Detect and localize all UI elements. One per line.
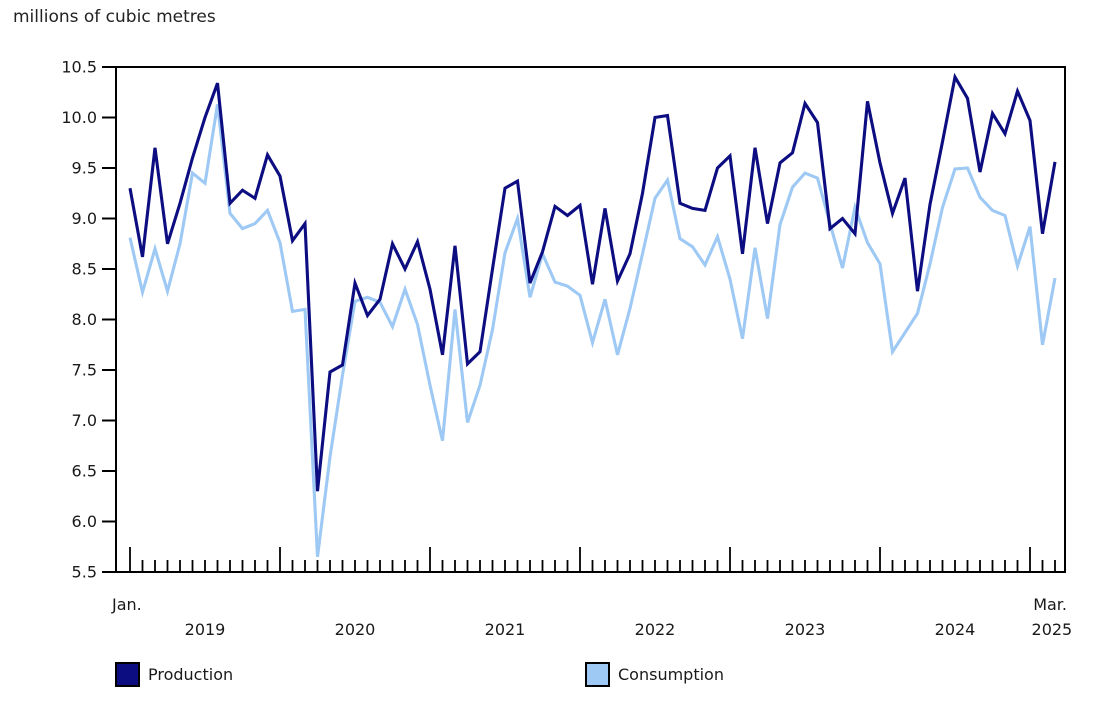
x-year-label-2022: 2022 xyxy=(634,620,676,639)
x-year-label-2019: 2019 xyxy=(184,620,226,639)
y-tick-label: 6.0 xyxy=(72,512,97,531)
x-year-label-2023: 2023 xyxy=(784,620,826,639)
consumption-legend-label: Consumption xyxy=(618,665,724,684)
y-tick-label: 10.0 xyxy=(61,108,97,127)
x-year-label-2024: 2024 xyxy=(934,620,976,639)
y-tick-label: 9.0 xyxy=(72,209,97,228)
consumption-legend-swatch xyxy=(585,662,610,687)
plot-area: 10.5 10.0 9.5 9.0 8.5 8.0 7.5 7.0 6.5 6.0 5.5 xyxy=(61,58,1066,582)
plot-frame xyxy=(115,66,1066,573)
x-axis-first-tick-label: Jan. xyxy=(112,595,142,614)
x-year-label-2020: 2020 xyxy=(334,620,376,639)
y-tick-label: 8.0 xyxy=(72,310,97,329)
y-tick-label: 7.0 xyxy=(72,411,97,430)
production-legend-swatch xyxy=(115,662,140,687)
y-tick-label: 9.5 xyxy=(72,159,97,178)
y-tick-label: 8.5 xyxy=(72,260,97,279)
legend-item-production: Production xyxy=(115,662,233,687)
x-axis-last-tick-label: Mar. xyxy=(1033,595,1067,614)
y-tick-label: 5.5 xyxy=(72,563,97,582)
x-year-label-2025: 2025 xyxy=(1031,620,1073,639)
y-tick-label: 6.5 xyxy=(72,462,97,481)
legend-item-consumption: Consumption xyxy=(585,662,724,687)
y-tick-label: 7.5 xyxy=(72,361,97,380)
y-tick-label: 10.5 xyxy=(61,58,97,77)
y-axis-unit-label: millions of cubic metres xyxy=(13,7,216,27)
consumption-line xyxy=(128,104,1057,557)
x-year-label-2021: 2021 xyxy=(484,620,526,639)
production-legend-label: Production xyxy=(148,665,234,684)
production-line xyxy=(128,72,1057,492)
